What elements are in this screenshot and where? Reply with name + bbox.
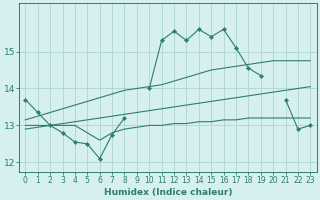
X-axis label: Humidex (Indice chaleur): Humidex (Indice chaleur) xyxy=(104,188,232,197)
